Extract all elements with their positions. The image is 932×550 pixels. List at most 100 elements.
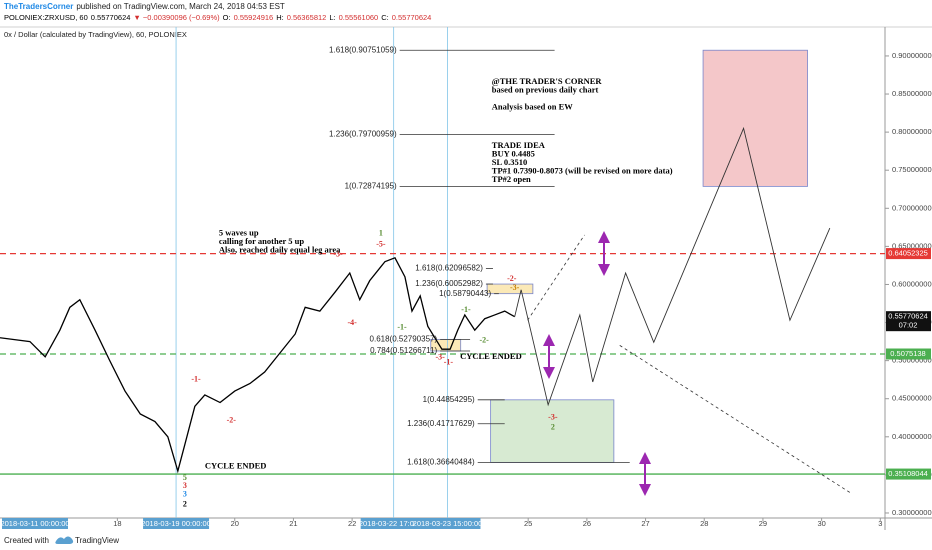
note-line: CYCLE ENDED (205, 460, 267, 470)
author[interactable]: TheTradersCorner (4, 2, 73, 11)
ticker-item: H: (276, 13, 284, 22)
y-tick-label: 0.65000000 (892, 241, 932, 250)
brand-logo (55, 536, 74, 544)
ticker-item: 0.55561060 (339, 13, 379, 22)
ticker-item: 0.56365812 (287, 13, 327, 22)
wave-label: 5 (183, 473, 187, 482)
fib-label: 0.618(0.52790357) (370, 334, 438, 343)
ticker-item: O: (223, 13, 231, 22)
ticker-item: C: (381, 13, 389, 22)
x-tick-label: 18 (113, 519, 121, 528)
target-box (486, 283, 534, 295)
plot: 1.618(0.90751059) 1.236(0.79700959) 1(0.72… (0, 27, 885, 518)
trend-line (527, 234, 585, 321)
wave-label: -3- (435, 352, 445, 361)
note-line: Also, reached daily equal leg area (219, 244, 341, 254)
note-line: TP#1 0.7390-0.8073 (will be revised on m… (492, 165, 673, 175)
note-line: 5 waves up (219, 227, 259, 237)
date-label: 2018-03-23 15:00:00 (413, 519, 483, 528)
y-tick-label: 0.70000000 (892, 203, 932, 212)
note-line: calling for another 5 up (219, 236, 304, 246)
wave-label: -1- (397, 323, 407, 332)
fib-label: 0.784(0.51266711) (370, 346, 437, 355)
fib-label: 1.236(0.79700959) (329, 130, 397, 139)
date-label-box (360, 518, 427, 529)
wave-label: 2 (183, 499, 187, 508)
fib-label: 1(0.44854295) (423, 395, 475, 404)
wave-label: -2- (480, 336, 490, 345)
legend-title: 0x / Dollar (calculated by TradingView),… (4, 30, 187, 39)
footer-brand[interactable]: TradingView (75, 536, 119, 545)
target-box (702, 49, 808, 187)
fib-label: 1(0.58790443) (439, 289, 491, 298)
y-tick-label: 0.40000000 (892, 432, 932, 441)
x-tick-label: 29 (759, 519, 767, 528)
x-tick-label: 28 (700, 519, 708, 528)
fib-label: 1.618(0.90751059) (329, 45, 397, 54)
y-tick-label: 0.30000000 (892, 508, 932, 517)
price-series (0, 256, 516, 474)
y-tick-label: 0.75000000 (892, 165, 932, 174)
y-tick-label: 0.85000000 (892, 89, 932, 98)
wave-label: -4- (347, 318, 357, 327)
fib-label: 1(0.72874195) (345, 182, 397, 191)
note-line: based on previous daily chart (492, 84, 599, 94)
wave-label: 3 (183, 490, 187, 499)
wave-label: -5- (376, 240, 386, 249)
note-line: TP#2 open (492, 174, 531, 184)
fib-label: 1.618(0.62096582) (415, 264, 483, 273)
wave-label: -2- (507, 274, 517, 283)
date-label: 2018-03-19 00:00:00 (141, 519, 211, 528)
price-series (514, 126, 831, 407)
x-tick-label: 21 (289, 519, 297, 528)
header: TheTradersCorner published on TradingView… (4, 2, 285, 11)
note-line: BUY 0.4485 (492, 148, 535, 158)
last-price-box (886, 311, 931, 332)
y-tick-label: 0.45000000 (892, 394, 932, 403)
ticker-item: ▼ −0.00390096 (−0.69%) (133, 13, 220, 22)
ticker-line: POLONIEX:ZRXUSD, 60 0.55770624 ▼ −0.003900… (4, 13, 431, 22)
wave-label: 2 (551, 422, 555, 431)
crosshair-label: 2018-03-11 00:00:00 (0, 519, 69, 528)
wave-label: -2- (227, 416, 237, 425)
x-tick-label: 20 (231, 519, 239, 528)
price-label: 0.64052325 (888, 249, 928, 258)
last-price-label: 0.55770624 (888, 312, 928, 321)
ticker-item: POLONIEX:ZRXUSD, 60 (4, 13, 88, 22)
target-box (490, 399, 615, 463)
x-tick-label: 27 (641, 519, 649, 528)
x-tick-label: 26 (583, 519, 591, 528)
note-line: Analysis based on EW (492, 101, 574, 111)
ticker-item: 0.55770624 (392, 13, 432, 22)
price-label-box (886, 468, 931, 480)
price-label: 0.35108044 (888, 469, 928, 478)
wave-label: -3- (548, 413, 558, 422)
wave-label: 3 (183, 481, 187, 490)
crosshair-box (2, 518, 68, 529)
x-tick-label: 22 (348, 519, 356, 528)
wave-label: 1 (379, 228, 383, 237)
fib-label: 1.236(0.60052982) (415, 279, 483, 288)
note-line: CYCLE ENDED (460, 351, 522, 361)
x-tick-label: 3 (878, 519, 882, 528)
wave-label: -3- (510, 283, 520, 292)
wave-label: -1- (191, 375, 201, 384)
y-tick-label: 0.90000000 (892, 51, 932, 60)
y-tick-label: 0.50000000 (892, 356, 932, 365)
date-label-box (143, 518, 210, 529)
price-label-box (886, 248, 931, 260)
ticker-item: 0.55924916 (234, 13, 274, 22)
ticker-item: L: (329, 13, 335, 22)
wave-label: -3- (333, 250, 343, 259)
footer-created: Created with (4, 536, 49, 545)
date-label: 2018-03-22 17:00:00 (359, 519, 429, 528)
x-tick-label: 30 (817, 519, 825, 528)
last-price-time: 07:02 (899, 321, 918, 330)
wave-label: -1- (461, 305, 471, 314)
wave-label: -1- (444, 358, 454, 367)
note-line: TRADE IDEA (492, 140, 546, 150)
note-line: @THE TRADER'S CORNER (492, 76, 603, 86)
x-tick-label: 25 (524, 519, 532, 528)
